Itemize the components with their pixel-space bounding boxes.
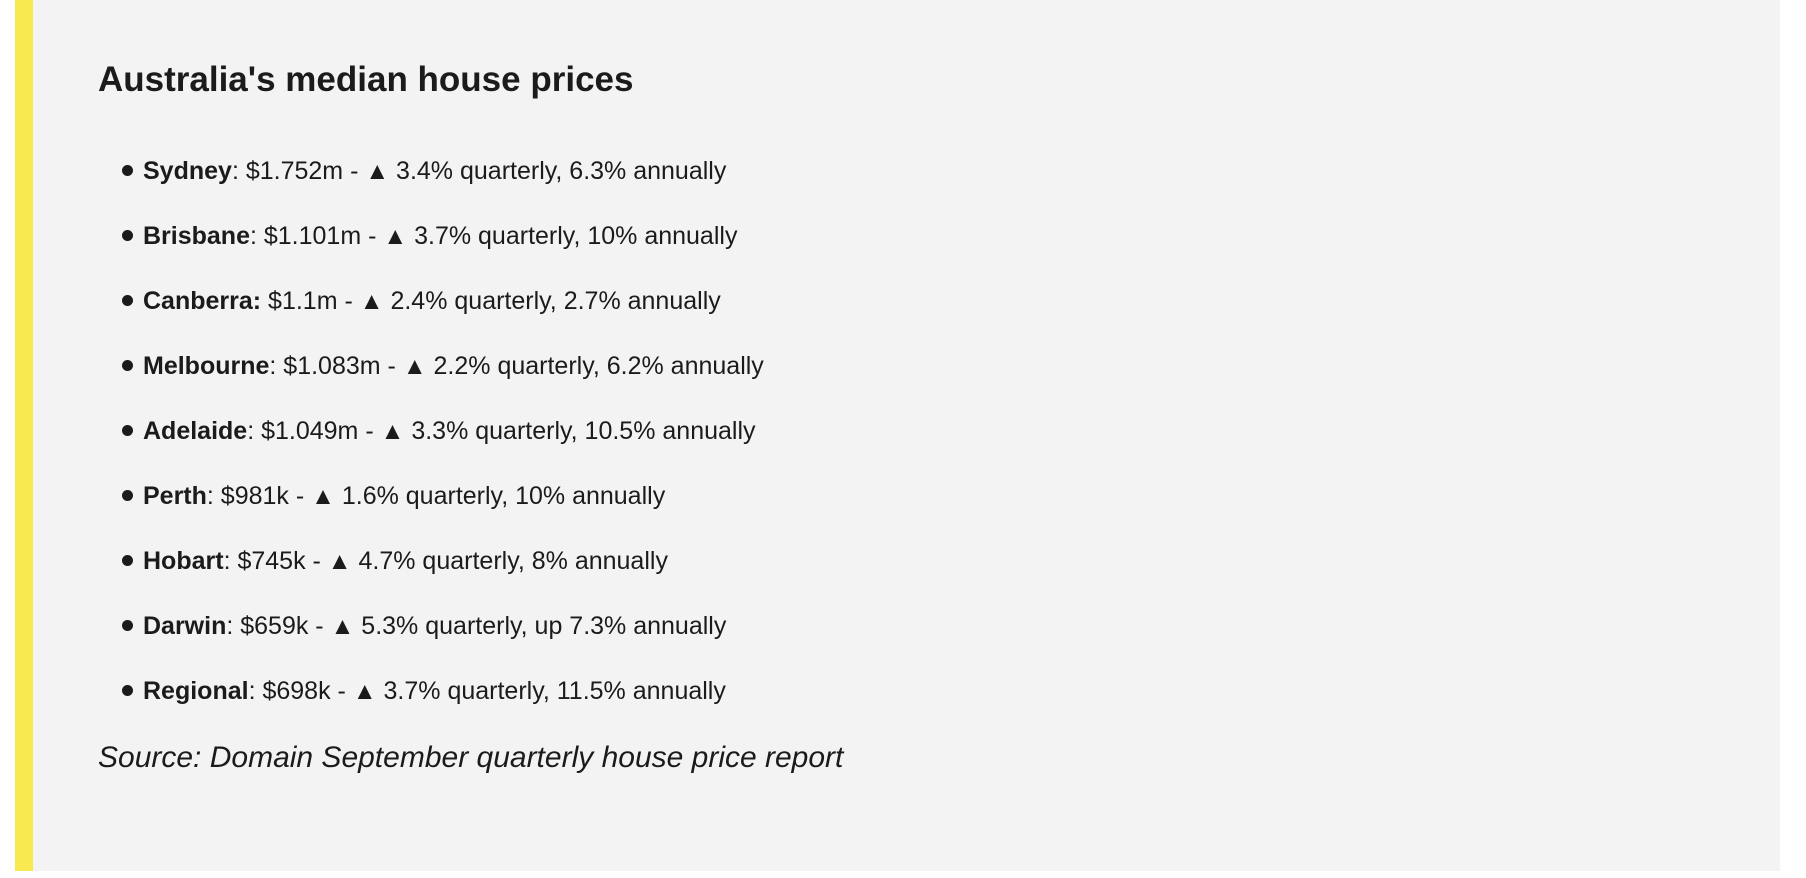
price-text: : $745k - xyxy=(223,547,328,575)
change-text: 3.7% quarterly, 10% annually xyxy=(407,222,738,250)
price-text: : $1.049m - xyxy=(247,417,381,445)
price-text: $1.1m - xyxy=(261,287,360,315)
up-triangle-icon: ▲ xyxy=(359,288,384,315)
change-text: 3.7% quarterly, 11.5% annually xyxy=(376,677,726,705)
change-text: 1.6% quarterly, 10% annually xyxy=(334,482,666,510)
change-text: 3.4% quarterly, 6.3% annually xyxy=(389,157,727,185)
up-triangle-icon: ▲ xyxy=(311,483,335,510)
city-name: Sydney xyxy=(143,157,232,185)
city-name: Darwin xyxy=(143,612,227,640)
change-text: 5.3% quarterly, up 7.3% annually xyxy=(354,612,727,640)
list-item: Adelaide: $1.049m - ▲ 3.3% quarterly, 10… xyxy=(98,414,1740,449)
change-text: 4.7% quarterly, 8% annually xyxy=(351,547,668,575)
page-title: Australia's median house prices xyxy=(98,60,634,99)
price-text: : $981k - xyxy=(206,482,312,510)
up-triangle-icon: ▲ xyxy=(380,418,405,445)
change-text: 2.4% quarterly, 2.7% annually xyxy=(383,287,721,315)
list-item: Darwin: $659k - ▲ 5.3% quarterly, up 7.3… xyxy=(98,609,1740,644)
list-item: Sydney: $1.752m - ▲ 3.4% quarterly, 6.3%… xyxy=(98,154,1740,189)
list-item: Melbourne: $1.083m - ▲ 2.2% quarterly, 6… xyxy=(98,349,1740,384)
price-text: : $1.083m - xyxy=(269,352,403,380)
up-triangle-icon: ▲ xyxy=(327,548,352,575)
city-name: Hobart xyxy=(143,547,224,575)
list-item: Canberra: $1.1m - ▲ 2.4% quarterly, 2.7%… xyxy=(98,284,1740,319)
city-name: Perth xyxy=(143,482,207,510)
up-triangle-icon: ▲ xyxy=(402,353,427,380)
list-item: Perth: $981k - ▲ 1.6% quarterly, 10% ann… xyxy=(98,479,1740,514)
change-text: 3.3% quarterly, 10.5% annually xyxy=(404,417,756,445)
city-name: Brisbane xyxy=(143,222,250,250)
city-name: Canberra: xyxy=(143,287,262,315)
list-item: Brisbane: $1.101m - ▲ 3.7% quarterly, 10… xyxy=(98,219,1740,254)
city-name: Melbourne xyxy=(143,352,270,380)
up-triangle-icon: ▲ xyxy=(352,678,377,705)
house-prices-callout: Australia's median house prices Sydney: … xyxy=(15,0,1780,871)
up-triangle-icon: ▲ xyxy=(365,158,390,185)
up-triangle-icon: ▲ xyxy=(383,223,408,250)
city-name: Adelaide xyxy=(143,417,248,445)
callout-content: Australia's median house prices Sydney: … xyxy=(33,0,1780,871)
city-name: Regional xyxy=(143,677,249,705)
list-item: Hobart: $745k - ▲ 4.7% quarterly, 8% ann… xyxy=(98,544,1740,579)
change-text: 2.2% quarterly, 6.2% annually xyxy=(426,352,764,380)
price-text: : $1.101m - xyxy=(249,222,384,250)
up-triangle-icon: ▲ xyxy=(330,613,355,640)
price-text: : $698k - xyxy=(248,677,353,705)
yellow-highlight-bar xyxy=(15,0,33,871)
list-item: Regional: $698k - ▲ 3.7% quarterly, 11.5… xyxy=(98,674,1740,709)
price-list: Sydney: $1.752m - ▲ 3.4% quarterly, 6.3%… xyxy=(98,154,1740,709)
source-note: Source: Domain September quarterly house… xyxy=(98,741,844,774)
price-text: : $659k - xyxy=(226,612,331,640)
price-text: : $1.752m - xyxy=(231,157,366,185)
